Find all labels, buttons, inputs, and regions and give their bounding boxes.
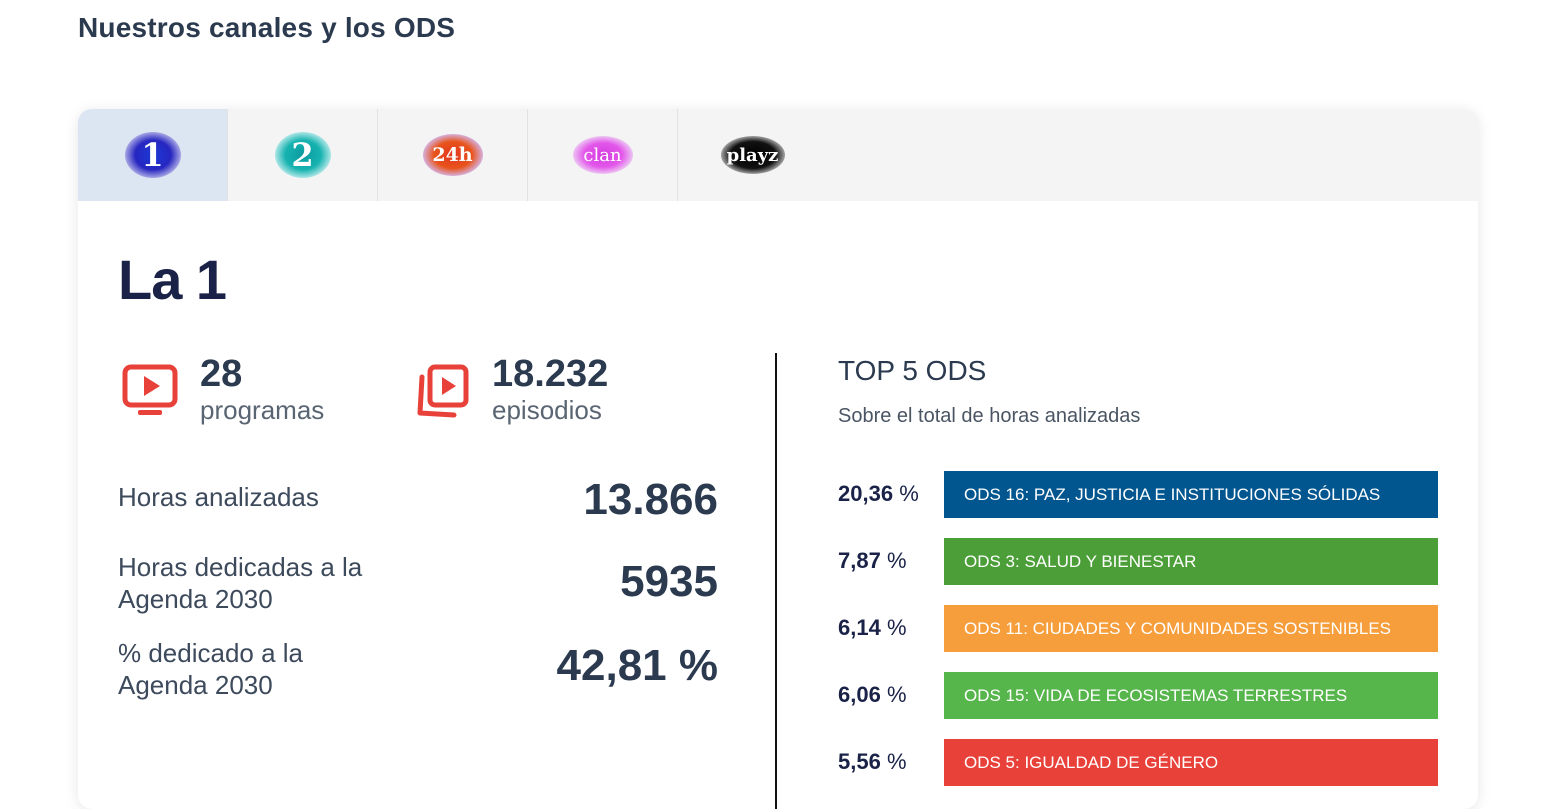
stacked-play-icon (417, 364, 469, 418)
episodes-stat: 18.232 episodios (414, 353, 608, 425)
la1-logo: 1 (124, 132, 181, 178)
metric-value: 13.866 (583, 475, 718, 524)
playz-logo: playz (720, 136, 785, 174)
programs-label: programas (200, 395, 325, 425)
ods-item: 6,06 % ODS 15: VIDA DE ECOSISTEMAS TERRE… (838, 672, 1438, 719)
ods-pct-unit: % (886, 615, 907, 640)
programs-stat: 28 programas (122, 353, 324, 425)
la2-logo: 2 (274, 132, 331, 178)
tab-la2[interactable]: 2 (228, 109, 378, 201)
ods-item: 5,56 % ODS 5: IGUALDAD DE GÉNERO (838, 739, 1438, 786)
ods-pct: 7,87 (838, 548, 881, 573)
channel-card: 1 2 24h clan playz La 1 28 programas (78, 109, 1478, 809)
metric-value: 42,81 % (556, 641, 718, 690)
tab-la1[interactable]: 1 (78, 109, 228, 201)
ods-bar: ODS 3: SALUD Y BIENESTAR (944, 538, 1438, 585)
tab-playz[interactable]: playz (678, 109, 827, 201)
channel-tabs: 1 2 24h clan playz (78, 109, 1478, 201)
episodes-count: 18.232 (492, 353, 609, 395)
24h-logo: 24h (422, 134, 483, 176)
ods-pct: 5,56 (838, 749, 881, 774)
metric-value: 5935 (620, 557, 718, 606)
episodes-label: episodios (492, 395, 602, 425)
tab-clan[interactable]: clan (528, 109, 678, 201)
ods-pct: 20,36 (838, 481, 894, 506)
programs-count: 28 (200, 353, 243, 395)
ods-item: 7,87 % ODS 3: SALUD Y BIENESTAR (838, 538, 1438, 585)
ods-item: 20,36 % ODS 16: PAZ, JUSTICIA E INSTITUC… (838, 471, 1438, 518)
ods-pct-unit: % (899, 481, 919, 506)
tab-24h[interactable]: 24h (378, 109, 528, 201)
ods-pct: 6,06 (838, 682, 881, 707)
ods-bar: ODS 11: CIUDADES Y COMUNIDADES SOSTENIBL… (944, 605, 1438, 652)
metric-label: Horas analizadas (118, 482, 319, 512)
metric-label: % dedicado a la Agenda 2030 (118, 638, 304, 700)
ods-bar: ODS 15: VIDA DE ECOSISTEMAS TERRESTRES (944, 672, 1438, 719)
ods-pct: 6,14 (838, 615, 881, 640)
metric-label: Horas dedicadas a la Agenda 2030 (118, 552, 363, 614)
ods-pct-unit: % (886, 548, 907, 573)
page-title: Nuestros canales y los ODS (78, 12, 456, 43)
vertical-divider (775, 353, 777, 809)
ods-subtitle: Sobre el total de horas analizadas (838, 405, 1141, 427)
clan-logo: clan (572, 136, 633, 174)
ods-pct-unit: % (886, 749, 907, 774)
tv-play-icon (122, 364, 178, 415)
ods-bar: ODS 16: PAZ, JUSTICIA E INSTITUCIONES SÓ… (944, 471, 1438, 518)
ods-pct-unit: % (886, 682, 907, 707)
ods-item: 6,14 % ODS 11: CIUDADES Y COMUNIDADES SO… (838, 605, 1438, 652)
channel-name: La 1 (118, 248, 227, 311)
ods-bar: ODS 5: IGUALDAD DE GÉNERO (944, 739, 1438, 786)
ods-title: TOP 5 ODS (838, 355, 987, 386)
